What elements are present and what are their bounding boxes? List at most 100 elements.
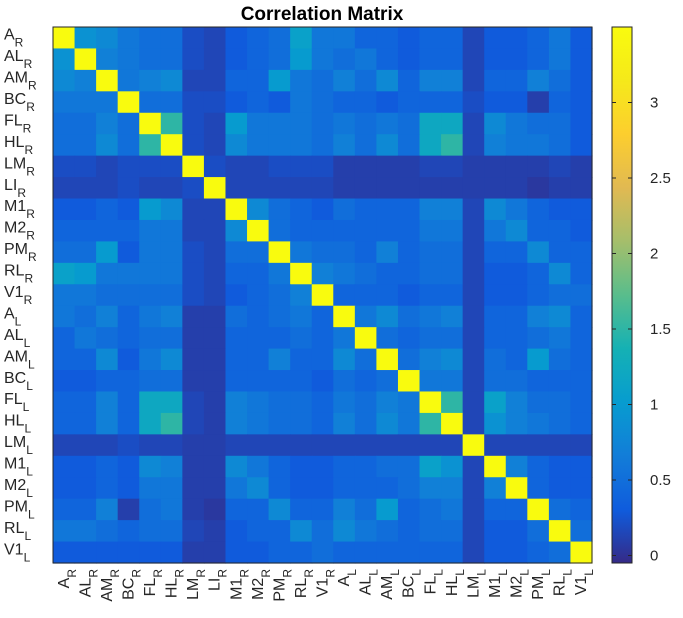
heatmap-cell: [570, 541, 593, 564]
heatmap-cell: [268, 391, 291, 414]
x-tick-label: FLL: [422, 569, 445, 595]
heatmap-cell: [117, 155, 140, 178]
heatmap-cell: [182, 327, 205, 350]
heatmap-cell: [441, 48, 464, 71]
heatmap-cell: [182, 177, 205, 200]
heatmap-cell: [139, 412, 162, 435]
heatmap-cell: [505, 541, 528, 564]
heatmap-cell: [527, 391, 550, 414]
tick-label-subscript: R: [24, 272, 33, 286]
heatmap-cell: [182, 284, 205, 307]
heatmap-cell: [96, 391, 119, 414]
heatmap-cell: [182, 91, 205, 114]
heatmap-cell: [441, 327, 464, 350]
heatmap-cell: [376, 370, 399, 393]
heatmap-cell: [376, 348, 399, 371]
tick-label-base: M2: [250, 578, 267, 600]
heatmap-cell: [311, 198, 334, 221]
heatmap-cell: [74, 520, 97, 543]
heatmap-cell: [527, 348, 550, 371]
heatmap-cell: [96, 48, 119, 71]
heatmap-cell: [570, 219, 593, 242]
heatmap-cell: [139, 541, 162, 564]
x-tick-label: PML: [530, 569, 553, 600]
heatmap-cell: [354, 219, 377, 242]
heatmap-cell: [333, 155, 356, 178]
heatmap-cell: [397, 305, 421, 328]
heatmap-cell: [160, 27, 183, 50]
heatmap-cell: [527, 434, 550, 457]
x-tick-label: M2R: [250, 569, 273, 600]
heatmap-cell: [225, 455, 248, 478]
heatmap-cell: [548, 262, 572, 285]
heatmap-cell: [548, 241, 572, 264]
heatmap-cell: [333, 455, 356, 478]
tick-label-base: LM: [185, 578, 202, 600]
heatmap-cell: [268, 370, 291, 393]
heatmap-cell: [247, 91, 270, 114]
heatmap-cell: [441, 112, 464, 135]
heatmap-cell: [333, 134, 356, 157]
tick-label-subscript: R: [194, 569, 208, 578]
tick-label-subscript: L: [28, 507, 35, 521]
heatmap-cell: [548, 412, 572, 435]
heatmap-cell: [225, 48, 248, 71]
heatmap-cell: [203, 284, 227, 307]
heatmap-cell: [268, 134, 291, 157]
heatmap-cell: [527, 370, 550, 393]
heatmap-cell: [462, 241, 485, 264]
heatmap-cell: [484, 348, 507, 371]
tick-label-base: AM: [99, 578, 116, 602]
heatmap-cell: [484, 434, 507, 457]
heatmap-cell: [139, 370, 162, 393]
heatmap-cell: [53, 155, 76, 178]
heatmap-cell: [354, 112, 377, 135]
heatmap-cell: [548, 370, 572, 393]
heatmap-cell: [527, 155, 550, 178]
heatmap-cell: [247, 520, 270, 543]
heatmap-cell: [139, 520, 162, 543]
heatmap-cell: [53, 370, 76, 393]
heatmap-cell: [527, 69, 550, 92]
heatmap-cell: [139, 48, 162, 71]
y-tick-label: PMR: [4, 241, 37, 264]
heatmap-cell: [333, 434, 356, 457]
heatmap-cell: [160, 327, 183, 350]
heatmap-cell: [160, 541, 183, 564]
heatmap-cell: [376, 284, 399, 307]
tick-label-base: LM: [4, 434, 26, 451]
heatmap-cell: [96, 412, 119, 435]
heatmap-cell: [117, 305, 140, 328]
heatmap-cell: [203, 27, 227, 50]
heatmap-cell: [419, 455, 442, 478]
heatmap-cell: [96, 198, 119, 221]
heatmap-cell: [160, 241, 183, 264]
heatmap-cell: [462, 455, 485, 478]
tick-label-base: M2: [4, 220, 26, 237]
heatmap-cell: [548, 455, 572, 478]
heatmap-cell: [290, 241, 313, 264]
heatmap-cell: [203, 241, 227, 264]
heatmap-cell: [247, 134, 270, 157]
x-tick-label: RLR: [293, 569, 316, 598]
tick-label-base: RL: [4, 520, 25, 537]
heatmap-cell: [548, 541, 572, 564]
heatmap-cell: [203, 455, 227, 478]
tick-label-base: FL: [4, 391, 23, 408]
heatmap-cell: [203, 155, 227, 178]
tick-label-subscript: L: [539, 569, 553, 576]
heatmap-cell: [182, 498, 205, 521]
tick-label-base: LM: [465, 576, 482, 598]
heatmap-cell: [441, 241, 464, 264]
heatmap-cell: [376, 262, 399, 285]
heatmap-cell: [376, 241, 399, 264]
heatmap-cell: [96, 327, 119, 350]
heatmap-cell: [441, 348, 464, 371]
heatmap-cell: [570, 412, 593, 435]
heatmap-cell: [462, 348, 485, 371]
heatmap-cell: [570, 434, 593, 457]
y-tick-label: M1R: [4, 198, 35, 221]
heatmap-cell: [548, 69, 572, 92]
heatmap-cell: [160, 134, 183, 157]
heatmap-cell: [505, 134, 528, 157]
